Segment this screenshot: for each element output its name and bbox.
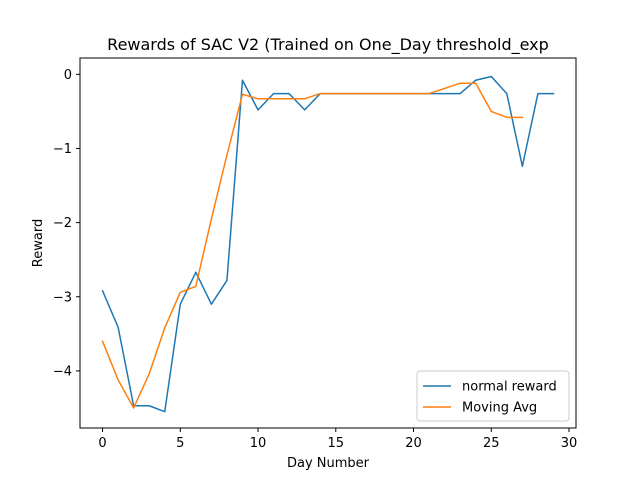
legend-box (416, 370, 570, 422)
series-line-0 (101, 75, 555, 413)
y-axis: 0 −1 −2 −3 −4 (53, 68, 80, 379)
x-tick-label: 20 (405, 436, 422, 451)
y-tick-label: −1 (53, 142, 72, 157)
chart-title: Rewards of SAC V2 (Trained on One_Day th… (107, 35, 549, 55)
y-tick-label: −3 (53, 290, 72, 305)
x-tick-label: 0 (98, 436, 106, 451)
legend: normal reward Moving Avg (416, 370, 570, 422)
x-tick-label: 15 (328, 436, 345, 451)
axes-frame (79, 57, 577, 429)
series-line-1 (101, 82, 524, 409)
x-tick-label: 10 (250, 436, 267, 451)
x-axis-title: Day Number (287, 456, 370, 471)
x-tick-label: 25 (483, 436, 500, 451)
series-layer (101, 75, 555, 413)
legend-label-1: Moving Avg (462, 401, 537, 416)
y-tick-label: 0 (64, 68, 72, 83)
y-axis-title: Reward (31, 219, 46, 267)
y-tick-label: −2 (53, 216, 72, 231)
x-tick-label: 5 (176, 436, 184, 451)
y-tick-label: −4 (53, 364, 72, 379)
x-axis: 0 5 10 15 20 25 30 (98, 428, 577, 451)
legend-label-0: normal reward (462, 380, 557, 395)
x-tick-label: 30 (561, 436, 578, 451)
